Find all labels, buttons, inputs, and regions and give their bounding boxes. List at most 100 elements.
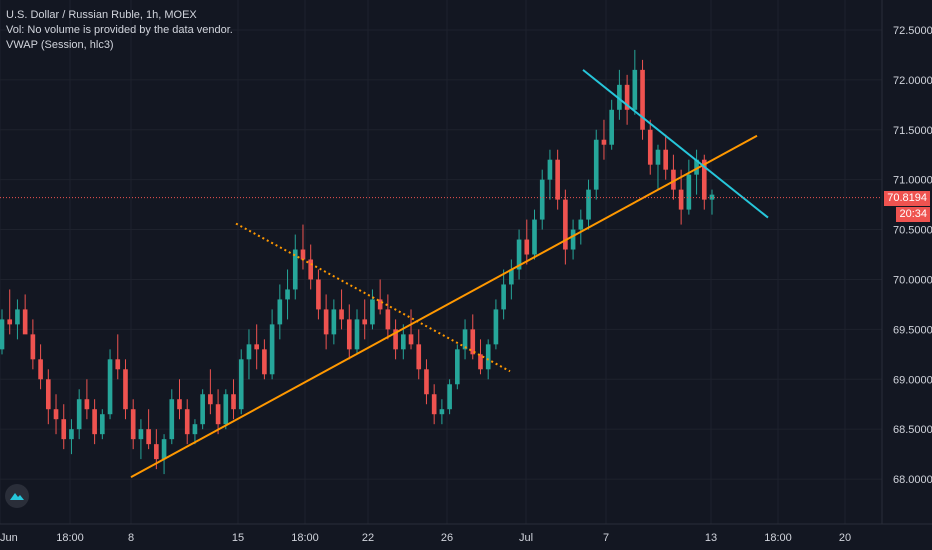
candle-body (640, 69, 645, 130)
candle-body (439, 409, 445, 415)
candle-body (238, 359, 244, 410)
dotted-trendline (235, 222, 511, 373)
candle-body (254, 344, 259, 350)
candle-body (671, 169, 676, 190)
candle-body (107, 359, 113, 415)
candle-body (69, 429, 74, 440)
candle-body (308, 259, 314, 280)
candle-body (501, 284, 506, 310)
time-tick-label: 7 (603, 532, 609, 544)
candle-body (632, 69, 638, 110)
time-tick-label: Jul (519, 532, 533, 544)
candle-body (262, 349, 267, 375)
candle-body (547, 159, 553, 180)
candle-body (570, 229, 576, 250)
time-tick-label: 15 (232, 532, 244, 544)
price-tick-label: 68.0000 (893, 474, 932, 486)
candle-body (647, 129, 653, 165)
candle-body (709, 194, 715, 200)
candle-body (346, 319, 352, 350)
mountain-icon (10, 493, 24, 500)
candle-body (30, 334, 36, 360)
time-tick-label: 13 (705, 532, 717, 544)
chart-legend: U.S. Dollar / Russian Ruble, 1h, MOEX Vo… (6, 8, 233, 53)
price-tick-label: 71.5000 (893, 125, 932, 137)
candle-body (563, 199, 568, 250)
candle-body (586, 189, 591, 220)
candle-body (609, 109, 614, 145)
price-tick-label: 69.0000 (893, 374, 932, 386)
symbol-title[interactable]: U.S. Dollar / Russian Ruble, 1h, MOEX (6, 9, 197, 21)
candle-body (377, 299, 383, 310)
candle-body (431, 394, 437, 415)
candle-body (154, 444, 159, 460)
volume-indicator-label[interactable]: Vol: No volume is provided by the data v… (6, 24, 233, 36)
candle-body (300, 249, 306, 260)
candle-body (539, 179, 545, 220)
candle-body (331, 309, 337, 335)
candle-body (231, 394, 236, 410)
candle-body (385, 309, 391, 330)
candle-body (455, 349, 460, 385)
candle-body (0, 319, 5, 350)
time-tick-label: 8 (128, 532, 134, 544)
candle-body (169, 399, 175, 440)
ascending-trendline (130, 134, 758, 478)
candle-body (524, 239, 530, 255)
candle-body (100, 414, 105, 435)
time-tick-label: 20 (839, 532, 851, 544)
candle-body (701, 159, 707, 200)
candle-body (223, 394, 229, 425)
candle-body (138, 429, 144, 440)
candle-body (45, 379, 51, 410)
trendlines-layer (130, 69, 769, 478)
price-tick-label: 72.5000 (893, 25, 932, 37)
candle-body (462, 329, 468, 350)
candle-body (578, 219, 584, 230)
candle-body (416, 344, 422, 370)
candle-body (400, 334, 406, 350)
candle-body (323, 309, 329, 335)
time-tick-label: Jun (0, 532, 18, 544)
candle-body (184, 409, 190, 435)
candle-body (624, 84, 630, 110)
candle-body (370, 299, 375, 325)
price-tick-label: 71.0000 (893, 175, 932, 187)
vwap-indicator-label[interactable]: VWAP (Session, hlc3) (6, 39, 114, 51)
candle-body (61, 419, 67, 440)
tradingview-logo-icon[interactable] (5, 484, 29, 508)
candle-body (516, 239, 522, 270)
candle-body (478, 354, 483, 370)
candle-body (393, 329, 398, 350)
chart-grid (0, 0, 882, 524)
candle-body (532, 219, 537, 255)
price-tick-label: 72.0000 (893, 75, 932, 87)
candle-body (354, 319, 360, 350)
candle-body (38, 359, 43, 380)
candle-body (123, 369, 128, 410)
candle-body (76, 399, 82, 430)
candle-body (269, 324, 275, 375)
descending-trendline (582, 69, 769, 219)
candle-body (146, 429, 151, 445)
price-tick-label: 68.5000 (893, 424, 932, 436)
price-axis[interactable]: 72.5000 72.0000 71.5000 71.0000 70.5000 70.00… (893, 25, 932, 486)
candle-body (22, 309, 28, 335)
candle-body (694, 159, 699, 175)
candle-body (92, 409, 97, 435)
candle-body (663, 149, 669, 170)
candle-body (555, 159, 560, 200)
time-tick-label: 18:00 (764, 532, 792, 544)
time-tick-label: 18:00 (291, 532, 319, 544)
candle-body (593, 139, 599, 190)
candle-body (601, 139, 607, 145)
time-tick-label: 18:00 (56, 532, 84, 544)
candle-body (15, 309, 20, 325)
candle-body (678, 189, 684, 210)
candle-body (686, 174, 692, 210)
time-axis[interactable]: Jun 18:00 8 15 18:00 22 26 Jul 7 13 18:00 20 (0, 532, 851, 544)
candle-body (7, 319, 13, 325)
candle-body (408, 334, 414, 345)
time-tick-label: 26 (441, 532, 453, 544)
